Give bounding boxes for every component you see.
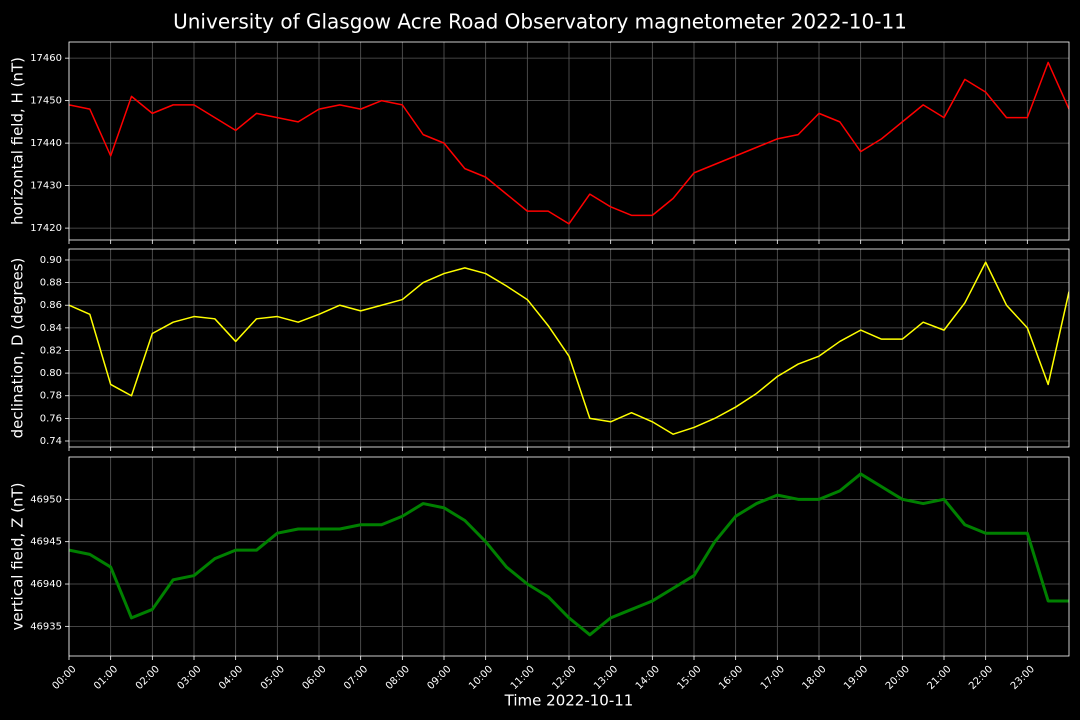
y-tick-label: 46945 <box>30 537 62 548</box>
y-tick-label: 17430 <box>30 181 62 192</box>
y-axis-label: horizontal field, H (nT) <box>9 57 27 225</box>
y-tick-label: 0.84 <box>40 323 62 334</box>
y-tick-label: 17460 <box>30 53 62 64</box>
y-tick-label: 0.76 <box>40 413 62 424</box>
x-axis-label: Time 2022-10-11 <box>504 692 634 710</box>
y-tick-label: 46935 <box>30 621 62 632</box>
x-tick-label: 23:00 <box>1009 664 1037 692</box>
data-line <box>69 261 1069 435</box>
x-tick-label: 13:00 <box>592 664 620 692</box>
x-tick-label: 17:00 <box>759 664 787 692</box>
y-tick-label: 46950 <box>30 494 62 505</box>
x-tick-label: 12:00 <box>550 664 578 692</box>
x-tick-label: 01:00 <box>92 664 120 692</box>
y-tick-label: 0.90 <box>40 255 62 266</box>
x-tick-label: 16:00 <box>717 664 745 692</box>
figure-title: University of Glasgow Acre Road Observat… <box>173 10 907 34</box>
x-tick-label: 00:00 <box>50 664 78 692</box>
x-tick-label: 09:00 <box>425 664 453 692</box>
y-tick-label: 0.86 <box>40 300 62 311</box>
x-tick-label: 22:00 <box>967 664 995 692</box>
x-tick-label: 04:00 <box>217 664 245 692</box>
y-tick-label: 0.74 <box>40 436 62 447</box>
y-tick-label: 46940 <box>30 579 62 590</box>
x-tick-label: 18:00 <box>800 664 828 692</box>
y-tick-label: 0.88 <box>40 278 62 289</box>
x-tick-label: 02:00 <box>134 664 162 692</box>
y-tick-label: 0.78 <box>40 391 62 402</box>
axes-frame <box>68 41 1070 241</box>
x-tick-label: 15:00 <box>675 664 703 692</box>
x-tick-label: 11:00 <box>509 664 537 692</box>
x-tick-label: 06:00 <box>300 664 328 692</box>
y-tick-label: 17440 <box>30 138 62 149</box>
data-line <box>69 472 1069 637</box>
x-tick-label: 10:00 <box>467 664 495 692</box>
y-tick-label: 17450 <box>30 96 62 107</box>
x-tick-label: 20:00 <box>884 664 912 692</box>
x-tick-label: 19:00 <box>842 664 870 692</box>
y-tick-label: 17420 <box>30 223 62 234</box>
x-tick-label: 03:00 <box>175 664 203 692</box>
y-axis-label: declination, D (degrees) <box>9 258 27 439</box>
data-line <box>69 61 1069 225</box>
y-tick-label: 0.80 <box>40 368 62 379</box>
x-tick-label: 14:00 <box>634 664 662 692</box>
y-tick-label: 0.82 <box>40 345 62 356</box>
axes-frame <box>68 456 1070 657</box>
axes-frame <box>68 248 1070 448</box>
x-tick-label: 21:00 <box>925 664 953 692</box>
x-tick-label: 08:00 <box>384 664 412 692</box>
x-tick-label: 07:00 <box>342 664 370 692</box>
x-tick-label: 05:00 <box>259 664 287 692</box>
y-axis-label: vertical field, Z (nT) <box>9 482 27 630</box>
